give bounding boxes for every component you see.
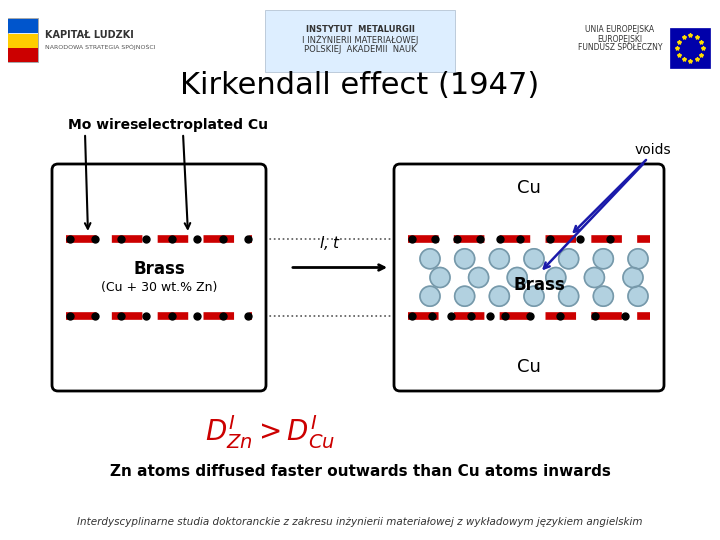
Text: Kirkendall effect (1947): Kirkendall effect (1947) [181,71,539,99]
Circle shape [628,286,648,306]
Circle shape [628,249,648,269]
Circle shape [546,267,566,287]
Circle shape [559,286,579,306]
Circle shape [507,267,527,287]
Text: electroplated Cu: electroplated Cu [138,118,268,132]
Text: NARODOWA STRATEGIA SPÓJNOŚCI: NARODOWA STRATEGIA SPÓJNOŚCI [45,44,156,50]
Circle shape [430,267,450,287]
Text: POLSKIEJ  AKADEMII  NAUK: POLSKIEJ AKADEMII NAUK [304,45,416,55]
Circle shape [469,267,489,287]
Circle shape [454,249,474,269]
Circle shape [559,249,579,269]
Circle shape [420,249,440,269]
Text: KAPITAŁ LUDZKI: KAPITAŁ LUDZKI [45,30,134,40]
FancyBboxPatch shape [555,12,715,70]
Text: Cu: Cu [517,179,541,197]
Circle shape [524,286,544,306]
Circle shape [454,286,474,306]
Circle shape [623,267,643,287]
Circle shape [420,286,440,306]
Bar [8,48,38,62]
Text: Interdyscyplinarne studia doktoranckie z zakresu inżynierii materiałowej z wykła: Interdyscyplinarne studia doktoranckie z… [77,517,643,527]
Circle shape [593,249,613,269]
Bar [8,33,38,48]
FancyBboxPatch shape [52,164,266,391]
FancyBboxPatch shape [8,18,38,62]
Circle shape [490,286,509,306]
Text: INSTYTUT  METALURGII: INSTYTUT METALURGII [305,25,415,35]
Text: FUNDUSZ SPOŁECZNY: FUNDUSZ SPOŁECZNY [577,44,662,52]
Text: Mo wires: Mo wires [68,118,138,132]
Circle shape [593,286,613,306]
Text: $D^I_{Zn} > D^I_{Cu}$: $D^I_{Zn} > D^I_{Cu}$ [205,413,335,451]
Circle shape [585,267,604,287]
Text: Brass: Brass [133,260,185,279]
Circle shape [524,249,544,269]
FancyBboxPatch shape [265,10,455,72]
FancyBboxPatch shape [394,164,664,391]
Text: (Cu + 30 wt.% Zn): (Cu + 30 wt.% Zn) [101,281,217,294]
Text: UNIA EUROPEJSKA: UNIA EUROPEJSKA [585,25,654,35]
FancyBboxPatch shape [5,10,155,70]
Text: Brass: Brass [513,276,565,294]
Text: EUROPEJSKI: EUROPEJSKI [598,35,642,44]
FancyBboxPatch shape [670,28,710,68]
Bar [8,19,38,33]
Text: $l$, $t$: $l$, $t$ [319,234,341,253]
Circle shape [490,249,509,269]
Text: voids: voids [635,143,671,157]
Text: Zn atoms diffused faster outwards than Cu atoms inwards: Zn atoms diffused faster outwards than C… [109,464,611,480]
Text: Cu: Cu [517,358,541,376]
Text: I INŻYNIERII MATERIAŁOWEJ: I INŻYNIERII MATERIAŁOWEJ [302,35,418,45]
